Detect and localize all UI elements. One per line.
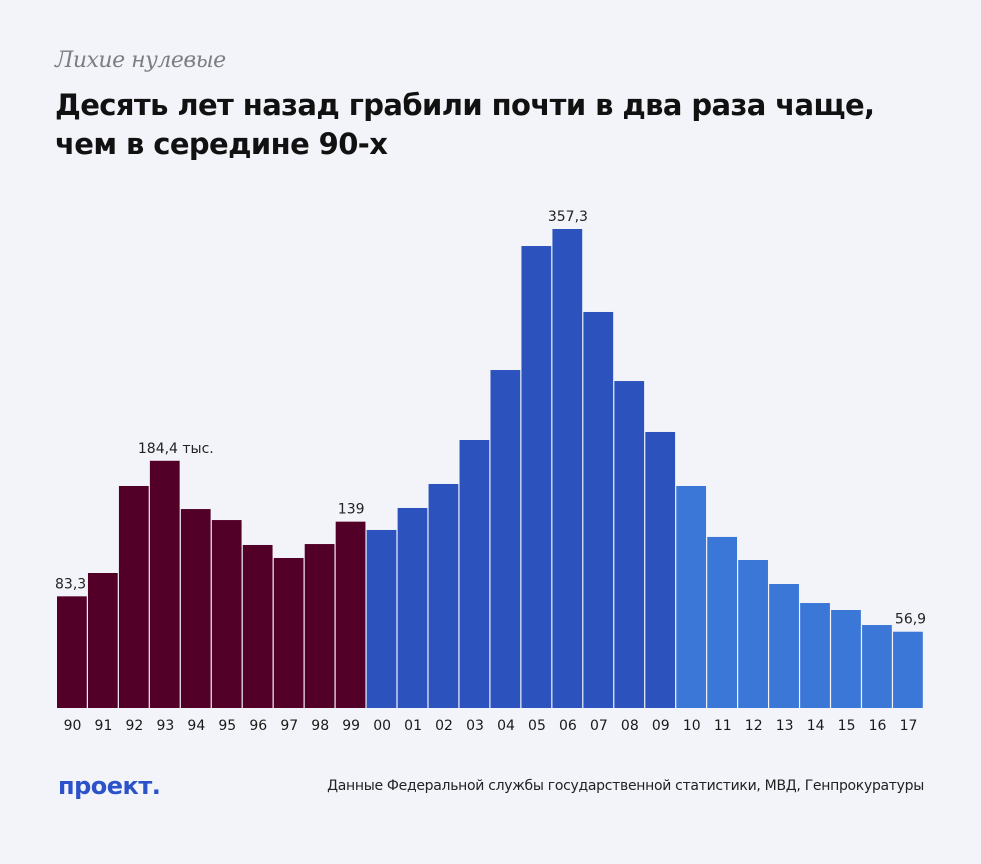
- x-tick-label: 07: [590, 718, 608, 734]
- bar-91: [87, 573, 118, 708]
- chart-kicker: Лихие нулевые: [55, 48, 226, 73]
- x-tick-label: 08: [621, 718, 639, 734]
- x-tick-label: 02: [435, 718, 453, 734]
- bar-11: [707, 536, 738, 708]
- x-tick-label: 05: [528, 718, 546, 734]
- x-tick-label: 14: [807, 718, 825, 734]
- x-tick-label: 01: [404, 718, 422, 734]
- x-tick-label: 94: [187, 718, 205, 734]
- bar-09: [645, 431, 676, 708]
- data-label-17: 56,9: [895, 612, 926, 628]
- bar-01: [397, 507, 428, 708]
- x-tick-label: 93: [156, 718, 174, 734]
- x-tick-label: 09: [652, 718, 670, 734]
- bar-95: [211, 520, 242, 708]
- x-tick-label: 13: [776, 718, 794, 734]
- x-tick-label: 92: [125, 718, 143, 734]
- bar-90: [57, 596, 87, 708]
- x-tick-label: 16: [869, 718, 887, 734]
- bar-94: [180, 509, 211, 708]
- data-source-note: Данные Федеральной службы государственно…: [327, 778, 924, 794]
- bar-15: [831, 610, 861, 708]
- data-label-99: 139: [338, 502, 365, 518]
- bar-92: [118, 485, 149, 708]
- bar-14: [800, 603, 830, 708]
- bar-02: [428, 483, 459, 708]
- x-tick-label: 15: [838, 718, 856, 734]
- x-tick-label: 90: [64, 718, 82, 734]
- proekt-logo: проект.: [58, 772, 161, 800]
- bar-99: [335, 521, 366, 708]
- x-tick-label: 11: [714, 718, 732, 734]
- x-tick-label: 06: [559, 718, 577, 734]
- bar-13: [769, 583, 799, 708]
- bar-17: [893, 631, 923, 708]
- bar-97: [273, 557, 304, 708]
- x-tick-label: 91: [95, 718, 113, 734]
- x-tick-label: 03: [466, 718, 484, 734]
- x-tick-label: 04: [497, 718, 515, 734]
- x-tick-label: 96: [249, 718, 267, 734]
- bar-03: [459, 440, 490, 708]
- x-tick-label: 17: [900, 718, 918, 734]
- bar-06: [552, 229, 583, 708]
- bar-12: [738, 560, 768, 708]
- x-tick-label: 00: [373, 718, 391, 734]
- chart-title: Десять лет назад грабили почти в два раз…: [55, 88, 875, 161]
- bar-98: [304, 544, 335, 708]
- bar-04: [490, 370, 521, 708]
- bar-08: [614, 381, 645, 708]
- data-label-06: 357,3: [548, 209, 588, 225]
- data-label-90: 83,3: [55, 576, 86, 592]
- x-axis-ticks: 90 91 92 93 94 95 96 97 98 99 00 01 02 03 04 05 06 07 08 09…: [64, 718, 918, 734]
- x-tick-label: 98: [311, 718, 329, 734]
- bars-group: [57, 229, 923, 708]
- x-tick-label: 97: [280, 718, 298, 734]
- x-tick-label: 95: [218, 718, 236, 734]
- bar-00: [366, 529, 397, 708]
- bar-10: [676, 485, 707, 708]
- bar-05: [521, 246, 552, 708]
- x-tick-label: 12: [745, 718, 763, 734]
- bar-16: [862, 625, 892, 708]
- x-tick-label: 10: [683, 718, 701, 734]
- bar-96: [242, 544, 273, 708]
- data-labels: 83,3 184,4 тыс. 139 357,3 56,9: [55, 209, 926, 628]
- bar-93: [149, 460, 180, 708]
- bar-07: [583, 311, 614, 708]
- data-label-93: 184,4 тыс.: [138, 441, 214, 457]
- x-tick-label: 99: [342, 718, 360, 734]
